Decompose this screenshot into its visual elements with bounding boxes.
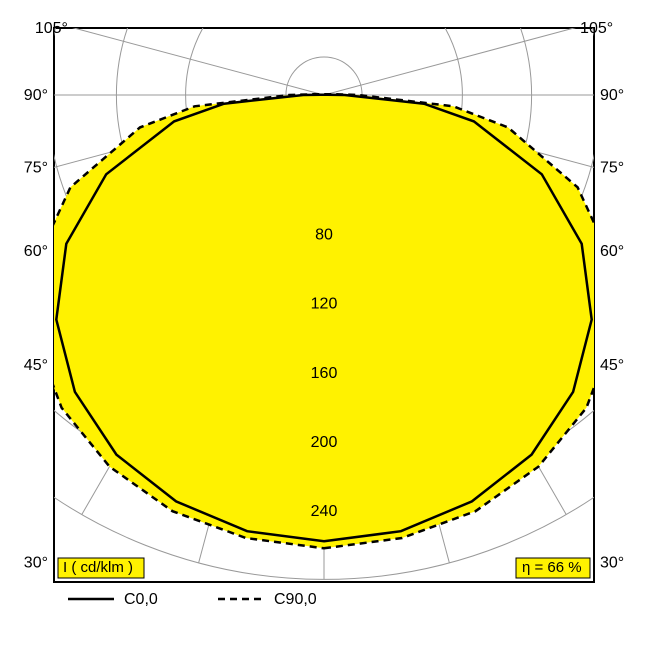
svg-text:η = 66 %: η = 66 % bbox=[522, 559, 582, 576]
radial-label: 240 bbox=[311, 503, 338, 520]
angle-label-left: 75° bbox=[24, 159, 48, 176]
angle-label-right: 45° bbox=[600, 357, 624, 374]
angle-label-left: 60° bbox=[24, 243, 48, 260]
angle-label-right: 75° bbox=[600, 159, 624, 176]
svg-text:I ( cd/klm ): I ( cd/klm ) bbox=[63, 559, 133, 576]
angle-label-left: 45° bbox=[24, 357, 48, 374]
angle-label-right: 105° bbox=[580, 20, 613, 37]
legend: C0,0 C90,0 bbox=[68, 591, 317, 608]
radial-label: 160 bbox=[311, 365, 338, 382]
legend-label: C0,0 bbox=[124, 591, 158, 608]
legend-label: C90,0 bbox=[274, 591, 317, 608]
angle-label-right: 60° bbox=[600, 243, 624, 260]
radial-label: 120 bbox=[311, 296, 338, 313]
angle-label-right: 90° bbox=[600, 87, 624, 104]
angle-label-right: 30° bbox=[600, 555, 624, 572]
unit-badge: I ( cd/klm ) bbox=[58, 558, 144, 578]
efficiency-badge: η = 66 % bbox=[516, 558, 590, 578]
angle-label-left: 30° bbox=[24, 555, 48, 572]
polar-photometric-chart: 80 120 160 200 240 30° 45° 60° 75° 90° 105° 30° 45… bbox=[0, 0, 650, 650]
radial-label: 200 bbox=[311, 434, 338, 451]
angle-label-left: 105° bbox=[35, 20, 68, 37]
angle-label-left: 90° bbox=[24, 87, 48, 104]
radial-label: 80 bbox=[315, 226, 333, 243]
